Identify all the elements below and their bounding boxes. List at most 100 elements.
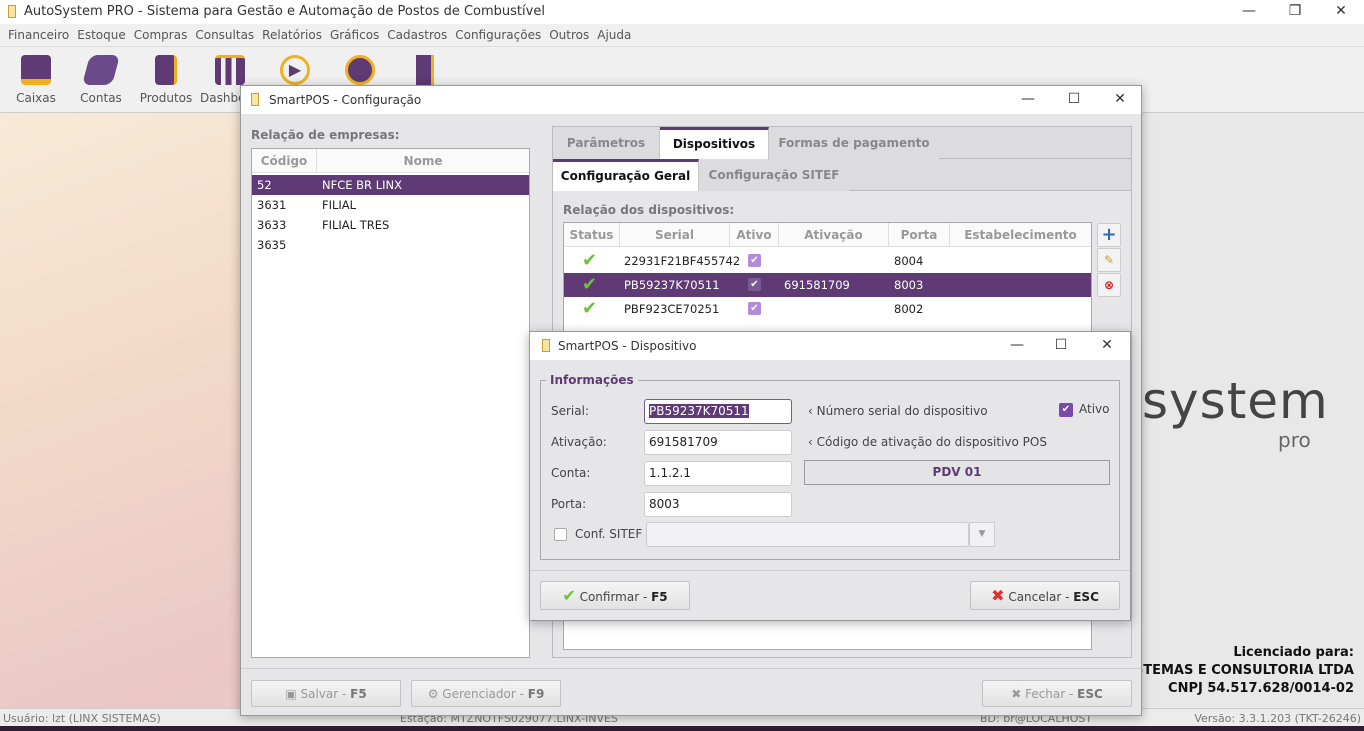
column-header-ativo[interactable]: Ativo bbox=[730, 223, 779, 247]
cancel-button[interactable]: ✖ Cancelar - ESC bbox=[970, 581, 1120, 610]
pencil-icon: ✎ bbox=[1103, 253, 1115, 267]
menu-configuracoes[interactable]: Configurações bbox=[455, 28, 542, 42]
license-cnpj: CNPJ 54.517.628/0014-02 bbox=[1168, 681, 1354, 696]
delete-circle-icon: ⊗ bbox=[1103, 278, 1115, 292]
close-window-button[interactable]: ✖ Fechar - ESC bbox=[982, 680, 1132, 707]
save-button[interactable]: ▣ Salvar - F5 bbox=[251, 680, 401, 707]
status-ok-icon: ✔ bbox=[582, 250, 598, 271]
table-row[interactable]: 3631 FILIAL bbox=[257, 198, 357, 212]
menu-bar: Financeiro Estoque Compras Consultas Relatór… bbox=[0, 24, 1364, 47]
manager-button[interactable]: ⚙ Gerenciador - F9 bbox=[411, 680, 561, 707]
edit-device-button[interactable]: ✎ bbox=[1097, 248, 1121, 272]
group-title: Informações bbox=[546, 373, 638, 387]
app-icon bbox=[542, 339, 550, 352]
confirm-button[interactable]: ✔ Confirmar - F5 bbox=[540, 581, 690, 610]
column-header-porta[interactable]: Porta bbox=[889, 223, 950, 247]
config-title-bar: SmartPOS - Configuração — ☐ ✕ bbox=[241, 86, 1141, 114]
delete-device-button[interactable]: ⊗ bbox=[1097, 273, 1121, 297]
check-icon: ✔ bbox=[562, 586, 576, 605]
column-header-status[interactable]: Status bbox=[564, 223, 620, 247]
ativacao-hint: ‹ Código de ativação do dispositivo POS bbox=[808, 435, 1047, 449]
menu-cadastros[interactable]: Cadastros bbox=[387, 28, 448, 42]
toolbar-caixas[interactable]: Caixas bbox=[6, 55, 66, 105]
device-minimize-button[interactable]: — bbox=[1010, 337, 1024, 353]
ativacao-label: Ativação: bbox=[551, 435, 607, 449]
ativo-checkbox[interactable]: ✔ bbox=[748, 278, 761, 291]
table-row[interactable]: ✔ PB59237K70511 ✔ 691581709 8003 bbox=[564, 273, 1091, 297]
add-device-button[interactable]: + bbox=[1097, 223, 1121, 247]
porta-label: Porta: bbox=[551, 497, 587, 511]
table-row[interactable]: 3633 FILIAL TRES bbox=[257, 218, 390, 232]
toolbar-support[interactable] bbox=[330, 55, 390, 91]
device-dialog: SmartPOS - Dispositivo — ☐ ✕ Informações… bbox=[529, 331, 1131, 621]
conta-input[interactable]: 1.1.2.1 bbox=[644, 461, 792, 486]
table-row[interactable]: ✔ PBF923CE70251 ✔ 8002 bbox=[582, 298, 924, 319]
device-title-bar: SmartPOS - Dispositivo — ☐ ✕ bbox=[530, 332, 1130, 360]
column-header-ativacao[interactable]: Ativação bbox=[779, 223, 889, 247]
menu-estoque[interactable]: Estoque bbox=[77, 28, 126, 42]
oil-can-icon bbox=[155, 55, 177, 85]
ativo-checkbox[interactable]: ✔ bbox=[1059, 403, 1073, 417]
minimize-button[interactable]: — bbox=[1242, 3, 1256, 19]
config-title: SmartPOS - Configuração bbox=[269, 93, 422, 107]
serial-input[interactable]: PB59237K70511 bbox=[644, 399, 792, 424]
maximize-button[interactable]: ❐ bbox=[1288, 3, 1302, 19]
toolbar-play[interactable]: ▶ bbox=[265, 55, 325, 91]
column-header-estabelecimento[interactable]: Estabelecimento bbox=[950, 223, 1091, 247]
menu-consultas[interactable]: Consultas bbox=[195, 28, 255, 42]
status-ok-icon: ✔ bbox=[582, 274, 598, 295]
menu-compras[interactable]: Compras bbox=[133, 28, 188, 42]
conta-label: Conta: bbox=[551, 466, 591, 480]
table-row[interactable]: ✔ 22931F21BF455742 ✔ 8004 bbox=[582, 250, 924, 271]
config-maximize-button[interactable]: ☐ bbox=[1067, 91, 1081, 107]
subtab-configuracao-sitef[interactable]: Configuração SITEF bbox=[699, 159, 849, 191]
conta-name-display: PDV 01 bbox=[804, 460, 1110, 485]
ativacao-input[interactable]: 691581709 bbox=[644, 430, 792, 455]
license-title: Licenciado para: bbox=[1233, 645, 1354, 660]
ativo-checkbox[interactable]: ✔ bbox=[748, 254, 761, 267]
toolbar-contas[interactable]: Contas bbox=[71, 55, 131, 105]
column-header-serial[interactable]: Serial bbox=[620, 223, 730, 247]
table-row[interactable]: 52 NFCE BR LINX bbox=[252, 175, 529, 195]
device-maximize-button[interactable]: ☐ bbox=[1054, 337, 1068, 353]
sitef-select[interactable] bbox=[646, 522, 969, 547]
config-minimize-button[interactable]: — bbox=[1021, 91, 1035, 107]
sitef-dropdown-button[interactable]: ▼ bbox=[969, 522, 995, 547]
app-title-bar: AutoSystem PRO - Sistema para Gestão e A… bbox=[0, 0, 1364, 24]
device-close-button[interactable]: ✕ bbox=[1101, 337, 1113, 353]
config-close-button[interactable]: ✕ bbox=[1114, 91, 1126, 107]
tab-formas-pagamento[interactable]: Formas de pagamento bbox=[769, 127, 939, 159]
chevron-down-icon: ▼ bbox=[978, 529, 986, 539]
menu-financeiro[interactable]: Financeiro bbox=[8, 28, 70, 42]
menu-relatorios[interactable]: Relatórios bbox=[262, 28, 322, 42]
subtab-configuracao-geral[interactable]: Configuração Geral bbox=[553, 159, 699, 191]
taskbar-strip bbox=[0, 726, 1364, 731]
play-icon: ▶ bbox=[280, 55, 310, 85]
table-row[interactable]: 3635 bbox=[257, 238, 287, 252]
tab-parametros[interactable]: Parâmetros bbox=[553, 127, 660, 159]
menu-graficos[interactable]: Gráficos bbox=[329, 28, 380, 42]
app-icon bbox=[251, 93, 259, 106]
toolbar-exit[interactable] bbox=[395, 55, 455, 91]
menu-ajuda[interactable]: Ajuda bbox=[597, 28, 632, 42]
app-title: AutoSystem PRO - Sistema para Gestão e A… bbox=[24, 4, 545, 19]
close-button[interactable]: ✕ bbox=[1335, 3, 1347, 19]
toolbar-produtos[interactable]: Produtos bbox=[136, 55, 196, 105]
column-header-codigo[interactable]: Código bbox=[252, 149, 317, 173]
ativo-checkbox[interactable]: ✔ bbox=[748, 302, 761, 315]
tab-dispositivos[interactable]: Dispositivos bbox=[660, 127, 769, 159]
companies-table: Código Nome 52 NFCE BR LINX 3631 FILIAL 36… bbox=[251, 148, 530, 658]
device-title: SmartPOS - Dispositivo bbox=[558, 339, 697, 353]
plus-icon: + bbox=[1101, 224, 1117, 245]
lifebuoy-icon bbox=[345, 55, 375, 85]
informacoes-group bbox=[540, 380, 1120, 560]
background-panel bbox=[1141, 113, 1364, 708]
serial-label: Serial: bbox=[551, 404, 589, 418]
x-icon: ✖ bbox=[991, 586, 1005, 605]
status-user: Usuário: lzt (LINX SISTEMAS) bbox=[3, 712, 161, 725]
porta-input[interactable]: 8003 bbox=[644, 492, 792, 517]
sitef-checkbox[interactable] bbox=[554, 528, 567, 541]
logo-subtext: pro bbox=[1278, 428, 1311, 452]
menu-outros[interactable]: Outros bbox=[549, 28, 590, 42]
column-header-nome[interactable]: Nome bbox=[317, 149, 529, 173]
